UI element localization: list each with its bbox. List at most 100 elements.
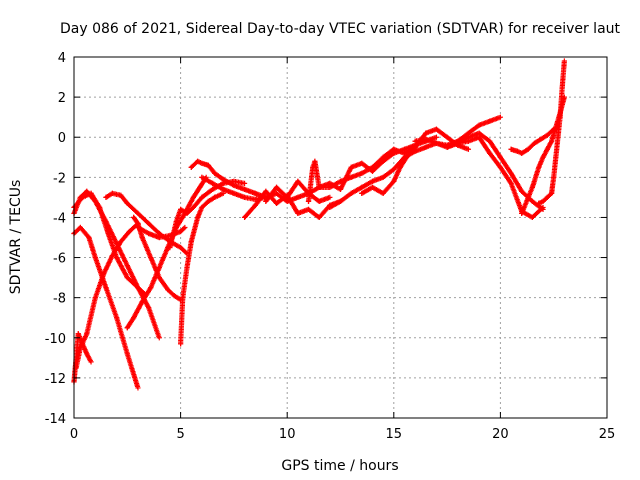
data-point (295, 210, 301, 217)
data-point (423, 130, 429, 136)
data-point (316, 184, 322, 190)
data-point (199, 160, 205, 166)
data-point (519, 188, 525, 194)
y-tick-label: -10 (45, 332, 66, 347)
x-tick-label: 0 (70, 427, 78, 442)
data-point (525, 146, 531, 152)
data-point (252, 202, 258, 209)
data-point (252, 196, 258, 202)
data-point (348, 174, 354, 180)
data-point (92, 254, 98, 261)
data-point (359, 160, 365, 166)
data-point (135, 224, 141, 231)
data-point (369, 168, 376, 174)
data-point (220, 186, 226, 192)
data-points (71, 58, 567, 391)
data-point (209, 186, 216, 192)
y-axis-label: SDTVAR / TECUs (8, 180, 24, 295)
data-point (508, 146, 514, 152)
data-point (209, 180, 216, 186)
data-point (88, 190, 94, 196)
y-tick-label: 0 (58, 131, 66, 146)
data-point (401, 146, 408, 152)
data-point (337, 186, 344, 192)
data-point (178, 244, 184, 251)
data-point (131, 214, 137, 221)
data-point (433, 134, 440, 140)
data-point (348, 190, 354, 196)
data-point (487, 138, 493, 144)
data-point (77, 345, 83, 351)
data-point (205, 198, 211, 204)
x-axis-label: GPS time / hours (281, 458, 398, 474)
data-point (553, 124, 559, 130)
data-point (139, 299, 145, 305)
data-point (423, 136, 429, 142)
data-point (146, 305, 152, 311)
data-point (79, 194, 86, 200)
data-point (508, 180, 514, 186)
data-point (86, 234, 92, 241)
chart-title: Day 086 of 2021, Sidereal Day-to-day VTE… (60, 21, 621, 37)
data-point (114, 315, 120, 321)
data-point (188, 238, 194, 245)
x-tick-label: 20 (492, 427, 509, 442)
data-point (199, 204, 205, 211)
data-point (188, 164, 194, 170)
data-point (305, 206, 312, 213)
x-tick-label: 25 (599, 427, 616, 442)
data-point (540, 206, 546, 213)
data-point (105, 230, 111, 237)
data-point (359, 184, 365, 190)
series-arc-23 (536, 58, 567, 207)
data-point (148, 254, 154, 261)
data-point (433, 126, 440, 132)
grid-lines (74, 57, 607, 418)
data-point (77, 224, 83, 231)
data-point (103, 194, 109, 200)
data-point (146, 230, 152, 237)
x-tick-label: 10 (279, 427, 296, 442)
data-point (529, 214, 535, 221)
data-point (403, 154, 410, 160)
data-point (348, 164, 354, 170)
data-point (327, 180, 333, 186)
data-point (197, 184, 203, 190)
data-point (135, 210, 141, 217)
data-point (508, 170, 514, 176)
data-point (544, 146, 550, 152)
data-point (359, 190, 365, 196)
data-point (103, 285, 109, 291)
data-point (327, 204, 333, 211)
series-arc-21 (508, 126, 557, 156)
data-point (135, 285, 141, 291)
data-point (380, 174, 386, 180)
data-point (241, 180, 248, 186)
data-point (312, 158, 318, 164)
data-point (519, 210, 525, 217)
data-point (327, 194, 333, 200)
x-tick-label: 15 (386, 427, 403, 442)
series-arc-11 (178, 190, 226, 347)
data-point (178, 341, 184, 347)
series-arc-9 (135, 224, 188, 241)
data-point (316, 198, 322, 204)
data-point (263, 188, 269, 194)
data-point (184, 210, 190, 217)
data-point (476, 130, 482, 136)
data-point (455, 140, 461, 146)
data-point (148, 285, 154, 291)
data-point (241, 186, 248, 192)
data-point (146, 220, 152, 227)
data-point (412, 138, 418, 144)
data-point (88, 359, 94, 365)
data-point (135, 385, 141, 391)
data-point (380, 190, 386, 196)
data-point (444, 134, 450, 140)
data-point (444, 144, 450, 150)
data-point (173, 218, 179, 225)
data-point (118, 192, 124, 198)
data-point (178, 206, 184, 213)
data-point (84, 351, 90, 357)
